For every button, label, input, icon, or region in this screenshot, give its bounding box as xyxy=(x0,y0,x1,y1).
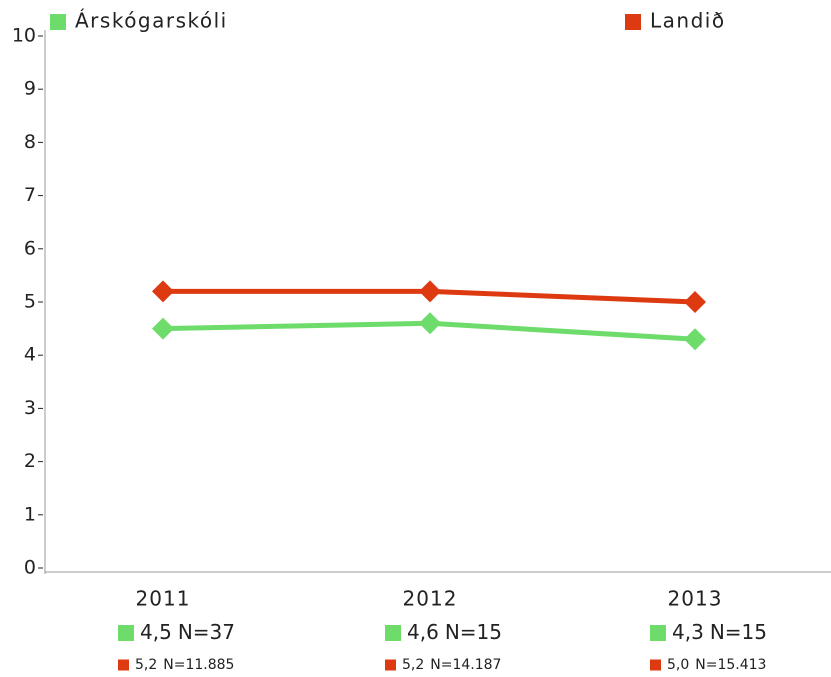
marker xyxy=(152,280,174,303)
label-swatch xyxy=(118,659,129,671)
value-label: 4,6 xyxy=(407,620,439,644)
marker xyxy=(419,280,441,303)
label-swatch xyxy=(650,659,661,671)
x-tick-label: 2012 xyxy=(403,587,458,611)
y-tick-label: 1 xyxy=(24,503,36,525)
y-tick-label: 5 xyxy=(24,291,36,313)
value-label: 5,0 N=15.413 xyxy=(667,657,766,673)
marker xyxy=(419,312,441,335)
y-tick-label: 8 xyxy=(24,131,36,153)
value-label: 5,2 N=14.187 xyxy=(402,657,501,673)
value-label: 5,0 xyxy=(667,657,689,673)
x-tick-label: 2011 xyxy=(136,587,191,611)
legend-swatch xyxy=(50,14,66,30)
y-tick-label: 7 xyxy=(24,184,36,206)
y-tick-label: 6 xyxy=(24,237,36,259)
y-tick-label: 4 xyxy=(24,344,36,366)
n-label: N=15.413 xyxy=(695,657,766,673)
legend-label: Árskógarskóli xyxy=(75,9,228,33)
n-label: N=15 xyxy=(710,620,767,644)
label-swatch xyxy=(118,625,134,641)
y-tick-label: 9 xyxy=(24,78,36,100)
value-label: 5,2 xyxy=(402,657,424,673)
marker xyxy=(684,328,706,351)
label-swatch xyxy=(385,659,396,671)
n-label: N=14.187 xyxy=(430,657,501,673)
value-label: 4,5 xyxy=(140,620,172,644)
y-tick-label: 3 xyxy=(24,397,36,419)
y-tick-label: 10 xyxy=(12,25,36,47)
n-label: N=15 xyxy=(445,620,502,644)
label-swatch xyxy=(650,625,666,641)
n-label: N=11.885 xyxy=(163,657,234,673)
value-label: 4,6 N=15 xyxy=(407,620,502,644)
value-label: 4,3 N=15 xyxy=(672,620,767,644)
n-label: N=37 xyxy=(178,620,235,644)
legend-swatch xyxy=(625,14,641,30)
y-tick-label: 0 xyxy=(24,557,36,579)
value-label: 5,2 N=11.885 xyxy=(135,657,234,673)
y-tick-label: 2 xyxy=(24,450,36,472)
value-label: 5,2 xyxy=(135,657,157,673)
value-label: 4,3 xyxy=(672,620,704,644)
x-tick-label: 2013 xyxy=(668,587,723,611)
label-swatch xyxy=(385,625,401,641)
legend-label: Landið xyxy=(650,9,726,33)
marker xyxy=(152,317,174,340)
marker xyxy=(684,291,706,313)
value-label: 4,5 N=37 xyxy=(140,620,235,644)
